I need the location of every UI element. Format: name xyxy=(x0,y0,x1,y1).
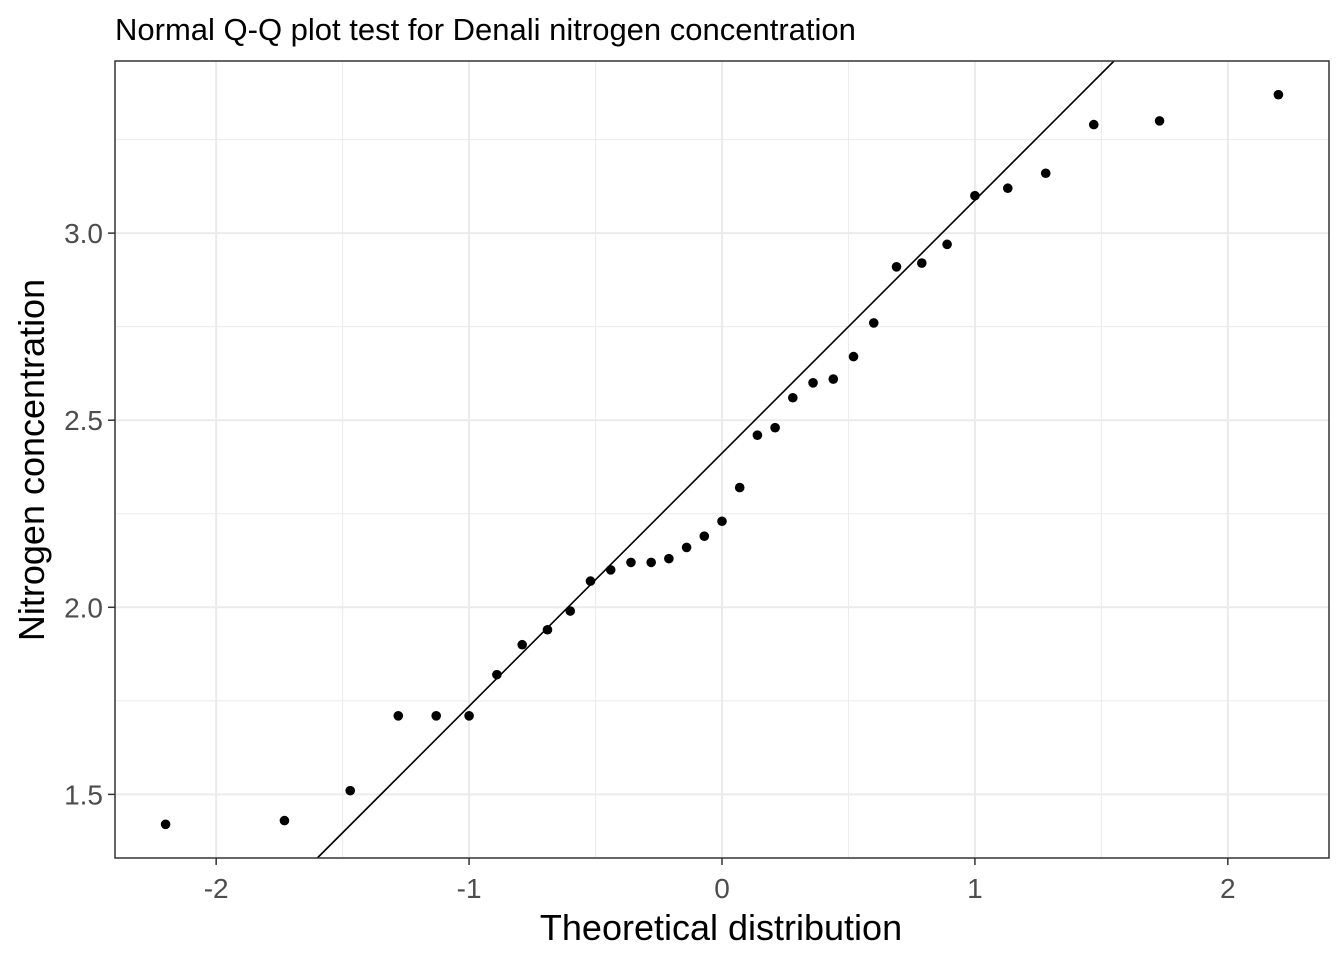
qq-reference-line xyxy=(316,60,1115,859)
data-point xyxy=(279,815,290,826)
data-point xyxy=(345,785,356,796)
x-axis-ticks: -2 -1 0 1 2 xyxy=(204,858,1236,904)
y-axis-ticks: 1.5 2.0 2.5 3.0 xyxy=(64,218,115,810)
data-point xyxy=(1273,89,1284,100)
data-point xyxy=(464,711,474,721)
data-point xyxy=(160,819,171,830)
data-point xyxy=(1002,183,1013,194)
data-point xyxy=(626,557,636,568)
data-point xyxy=(681,542,692,553)
data-point xyxy=(734,482,745,493)
data-point xyxy=(1040,168,1051,179)
data-point xyxy=(808,377,818,388)
x-axis-title: Theoretical distribution xyxy=(540,907,902,948)
data-point xyxy=(1154,116,1165,126)
data-point xyxy=(1088,119,1099,130)
data-point xyxy=(646,557,656,568)
reference-line-group xyxy=(316,60,1115,859)
data-point xyxy=(699,531,710,542)
x-tick-label: -2 xyxy=(204,873,229,904)
data-point xyxy=(788,392,798,403)
data-point xyxy=(770,422,780,433)
data-points xyxy=(160,89,1284,830)
data-point xyxy=(431,711,442,721)
data-point xyxy=(565,606,576,616)
data-point xyxy=(891,261,902,272)
data-point xyxy=(542,624,553,635)
data-point xyxy=(917,258,927,268)
data-point xyxy=(868,318,879,328)
y-tick-label: 2.0 xyxy=(64,592,103,623)
data-point xyxy=(517,639,527,650)
x-tick-label: 1 xyxy=(967,873,983,904)
x-tick-label: 0 xyxy=(714,873,730,904)
y-tick-label: 1.5 xyxy=(64,779,103,810)
data-point xyxy=(585,576,596,586)
data-point xyxy=(393,711,404,721)
x-tick-label: -1 xyxy=(457,873,482,904)
y-tick-label: 3.0 xyxy=(64,218,103,249)
data-point xyxy=(717,516,727,527)
y-tick-label: 2.5 xyxy=(64,405,103,436)
data-point xyxy=(848,351,859,362)
data-point xyxy=(970,190,980,201)
y-axis-title: Nitrogen concentration xyxy=(11,279,52,641)
major-gridlines xyxy=(115,61,1329,858)
data-point xyxy=(605,565,616,575)
x-tick-label: 2 xyxy=(1220,873,1236,904)
chart-title: Normal Q-Q plot test for Denali nitrogen… xyxy=(115,12,856,47)
data-point xyxy=(752,430,763,440)
data-point xyxy=(942,239,952,250)
data-point xyxy=(492,669,502,680)
data-point xyxy=(664,553,674,564)
data-point xyxy=(828,374,839,384)
